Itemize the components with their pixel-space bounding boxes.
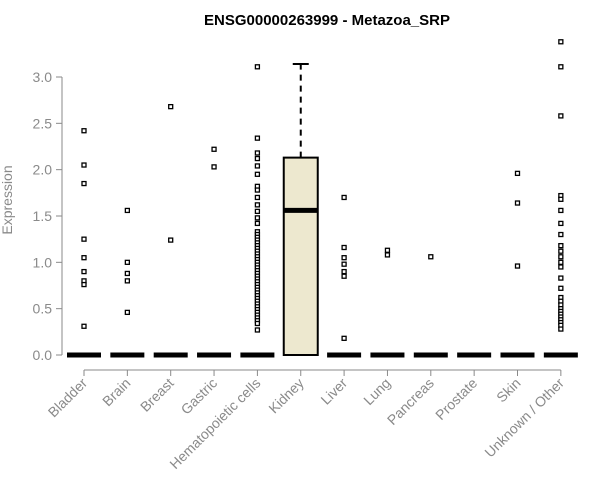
outlier-point [254,155,261,162]
x-tick-label: Pancreas [384,375,437,428]
y-tick-label: 0.0 [33,347,53,363]
x-tick-label: Lung [360,375,393,408]
outlier-point [124,259,130,265]
outlier-point [254,150,261,156]
outlier-point [558,196,564,202]
outlier-point [514,170,521,177]
y-axis: 0.0 0.5 1.0 1.5 2.0 2.5 3.0 [33,69,63,363]
outlier-point [254,187,261,193]
outlier-point [254,208,261,215]
plot-area [67,39,578,358]
x-tick-label: Skin [493,375,524,406]
box-group [327,194,362,358]
box-group [413,254,448,358]
y-tick-label: 0.5 [33,301,53,317]
outlier-point [254,171,261,177]
x-tick-label: Breast [137,375,177,415]
outlier-point [124,207,130,214]
outlier-point [81,128,87,134]
outlier-point [254,220,261,227]
y-tick-label: 2.5 [33,115,53,131]
outlier-point [254,64,261,70]
outlier-point [558,326,564,332]
outlier-point [254,163,261,169]
outlier-point [168,103,174,110]
outlier-point [341,194,347,201]
x-tick-label: Liver [317,375,350,408]
box-group [370,247,405,358]
outlier-point [81,323,87,329]
outlier-point [558,39,564,45]
x-tick-label: Brain [99,375,133,409]
outlier-point [558,231,564,238]
outlier-point [558,242,564,249]
outlier-point [428,254,434,260]
outlier-point [81,236,87,242]
outlier-point [558,207,564,214]
outlier-point [124,270,130,277]
outlier-point [124,278,130,284]
y-tick-label: 1.5 [33,208,53,224]
outlier-point [558,248,564,254]
outlier-point [384,247,391,253]
chart-title: ENSG00000263999 - Metazoa_SRP [204,12,450,29]
x-tick-label: Unknown / Other [481,375,567,461]
outlier-point [514,200,521,206]
outlier-point [558,259,564,265]
x-tick-label: Bladder [45,375,91,421]
outlier-point [341,255,347,261]
outlier-point [168,237,174,243]
outlier-point [558,64,564,70]
outlier-point [211,164,217,170]
outlier-point [81,268,87,275]
box-group [500,170,535,358]
box-group [197,146,232,358]
outlier-point [124,309,130,316]
outlier-point [558,264,564,270]
box-group [240,64,275,358]
x-tick-label: Kidney [265,375,307,417]
outlier-point [341,261,347,267]
x-tick-label: Prostate [432,375,480,423]
box-group [153,103,188,358]
outlier-point [254,202,261,208]
outlier-point [254,194,261,201]
outlier-point [81,281,87,288]
outlier-point [81,255,87,261]
outlier-point [558,275,564,281]
outlier-point [211,146,217,152]
outlier-point [81,162,87,168]
outlier-point [341,273,347,279]
box-group [110,207,145,358]
x-tick-label: Gastric [178,375,221,418]
outlier-point [558,254,564,260]
outlier-point [254,320,261,327]
outlier-point [384,252,391,258]
outlier-point [81,180,87,187]
outlier-point [514,263,521,269]
outlier-point [341,268,347,275]
y-tick-label: 2.0 [33,162,53,178]
y-tick-label: 1.0 [33,254,53,270]
outlier-point [558,285,564,291]
box-group [282,63,319,356]
box-group [543,39,578,358]
outlier-point [254,135,261,141]
box-rect [282,156,319,356]
outlier-point [558,220,564,227]
outlier-point [254,215,261,221]
outlier-point [341,335,347,341]
outlier-point [254,327,261,333]
outlier-point [341,244,347,251]
outlier-point [558,113,564,119]
y-tick-label: 3.0 [33,69,53,85]
y-axis-label: Expression [0,165,15,234]
box-group [67,128,101,358]
